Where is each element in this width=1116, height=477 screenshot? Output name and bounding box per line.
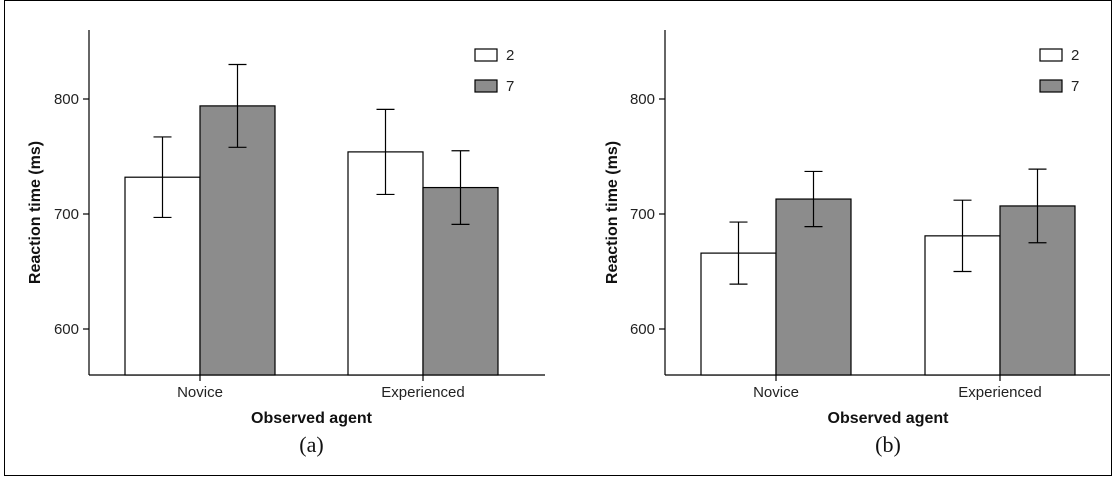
y-tick-label: 600 — [630, 321, 655, 338]
legend-label-2: 2 — [1071, 47, 1079, 64]
y-axis-title: Reaction time (ms) — [27, 141, 44, 284]
legend-swatch-7 — [1039, 79, 1063, 93]
legend-swatch-7 — [474, 79, 498, 93]
x-tick-label: Novice — [753, 384, 799, 401]
y-axis-title: Reaction time (ms) — [604, 141, 621, 284]
legend-swatch-2 — [474, 48, 498, 62]
x-tick-label: Experienced — [958, 384, 1041, 401]
panel-label: (b) — [875, 432, 901, 457]
legend-label-7: 7 — [506, 78, 514, 95]
chart-panel-b: 600 700 800 Reaction time (ms) Novice Experie… — [604, 30, 1110, 457]
panel-label: (a) — [299, 432, 323, 457]
legend-label-2: 2 — [506, 47, 514, 64]
chart-panel-a: 600 700 800 Reaction time (ms) Novice Experie… — [27, 30, 545, 457]
y-tick-label: 700 — [630, 206, 655, 223]
legend-swatch-2 — [1039, 48, 1063, 62]
y-tick-label: 700 — [54, 206, 79, 223]
legend-label-7: 7 — [1071, 78, 1079, 95]
y-tick-label: 600 — [54, 321, 79, 338]
x-axis-title: Observed agent — [828, 410, 950, 427]
x-axis-title: Observed agent — [251, 410, 373, 427]
x-tick-label: Novice — [177, 384, 223, 401]
y-tick-label: 800 — [630, 91, 655, 108]
bar-7-novice — [775, 198, 852, 376]
bar-2-novice — [124, 176, 201, 376]
x-tick-label: Experienced — [381, 384, 464, 401]
y-tick-label: 800 — [54, 91, 79, 108]
bar-7-novice — [199, 105, 276, 376]
